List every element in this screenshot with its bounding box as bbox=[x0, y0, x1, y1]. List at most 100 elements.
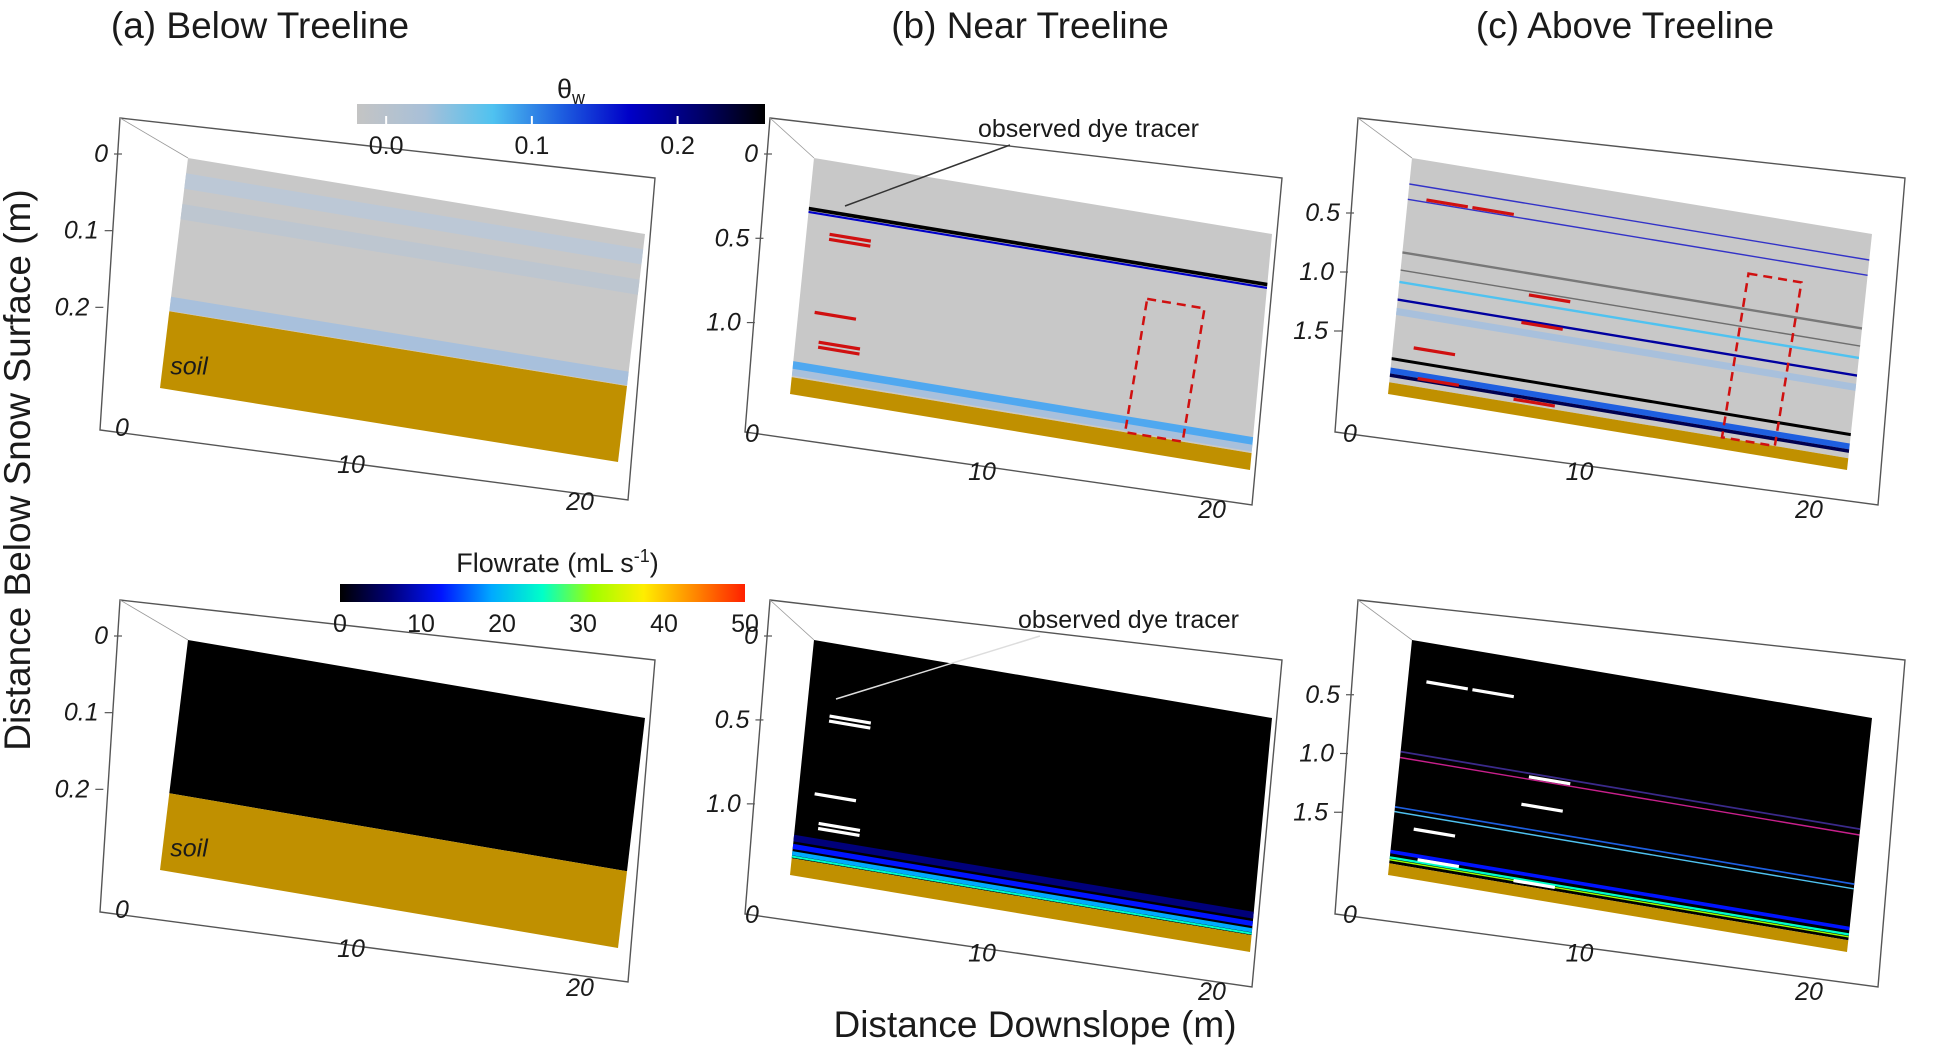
layer-band bbox=[1397, 298, 1858, 377]
layer-band bbox=[793, 834, 1254, 919]
panel-top-a: soil 0 0.1 0.2 0 10 20 bbox=[55, 117, 656, 516]
x-tick-label: 0 bbox=[745, 420, 759, 448]
dye-tracer-annotation-top: observed dye tracer bbox=[978, 115, 1199, 143]
flowrate-colorbar-tick-label: 10 bbox=[407, 610, 435, 638]
dye-tracer-mark bbox=[1426, 198, 1469, 209]
layer-band bbox=[180, 204, 640, 295]
dye-tracer-annotation-bottom: observed dye tracer bbox=[1018, 606, 1239, 634]
dye-tracer-mark bbox=[814, 792, 857, 803]
layer-band bbox=[1389, 856, 1849, 936]
x-tick-label: 10 bbox=[337, 451, 365, 479]
flowrate-colorbar-tick-label: 20 bbox=[488, 610, 516, 638]
dye-tracer-mark bbox=[829, 714, 872, 725]
column-title-a: (a) Below Treeline bbox=[111, 5, 409, 46]
flowrate-colorbar-gradient bbox=[340, 584, 745, 602]
layer-band bbox=[1400, 750, 1861, 830]
layer-band bbox=[1391, 357, 1851, 437]
y-tick-label: 1.0 bbox=[1299, 740, 1334, 768]
flowrate-colorbar-tick-label: 0 bbox=[333, 610, 347, 638]
snowpack-region bbox=[169, 640, 646, 872]
dye-tracer-mark bbox=[1528, 293, 1571, 304]
layer-band bbox=[1399, 756, 1860, 836]
y-tick-label: 0 bbox=[94, 622, 108, 650]
dye-tracer-mark bbox=[828, 719, 871, 730]
y-axis-label: Distance Below Snow Surface (m) bbox=[0, 189, 38, 750]
snowpack-region bbox=[791, 640, 1272, 936]
layer-band bbox=[169, 296, 629, 386]
y-tick-label: 0.1 bbox=[64, 217, 99, 245]
x-tick-label: 10 bbox=[968, 458, 996, 486]
soil-label: soil bbox=[170, 834, 209, 862]
soil-label: soil bbox=[170, 352, 209, 380]
dye-tracer-mark bbox=[1521, 320, 1564, 331]
moisture-colorbar-title: θw bbox=[557, 74, 586, 108]
dye-tracer-mark bbox=[1528, 775, 1571, 786]
moisture-colorbar-tick-label: 0.2 bbox=[660, 132, 695, 160]
panel-bottom-b: 0 0.5 1.0 0 10 20 bbox=[706, 599, 1283, 1006]
moisture-colorbar: 0.0 0.1 0.2 θw bbox=[357, 74, 765, 160]
column-title-c: (c) Above Treeline bbox=[1476, 5, 1774, 46]
x-tick-label: 0 bbox=[115, 896, 129, 924]
y-tick-label: 0.5 bbox=[715, 706, 750, 734]
x-axis-label: Distance Downslope (m) bbox=[833, 1004, 1236, 1045]
x-tick-label: 0 bbox=[1343, 420, 1357, 448]
flowrate-colorbar: 0 10 20 30 40 50 Flowrate (mL s-1) bbox=[333, 546, 759, 638]
dye-tracer-mark bbox=[1472, 206, 1515, 216]
layer-band bbox=[791, 855, 1252, 935]
dye-tracer-mark bbox=[817, 826, 860, 838]
x-tick-label: 20 bbox=[565, 974, 594, 1002]
dye-tracer-mark bbox=[1521, 802, 1564, 813]
soil-region bbox=[790, 377, 1252, 470]
x-tick-label: 20 bbox=[565, 488, 594, 516]
panel-bottom-a: soil 0 0.1 0.2 0 10 20 bbox=[55, 599, 656, 1002]
layer-band bbox=[1409, 183, 1870, 261]
dye-tracer-mark bbox=[1472, 688, 1515, 699]
soil-region bbox=[1388, 382, 1849, 470]
soil-region bbox=[160, 311, 627, 462]
x-tick-label: 20 bbox=[1794, 496, 1823, 524]
y-tick-label: 0.1 bbox=[64, 699, 99, 727]
y-tick-label: 0.2 bbox=[55, 293, 90, 321]
soil-region bbox=[790, 858, 1252, 952]
layer-band bbox=[1402, 251, 1863, 330]
flowrate-colorbar-tick-label: 30 bbox=[569, 610, 597, 638]
dye-tracer-mark bbox=[1413, 346, 1456, 357]
dye-tracer-mark bbox=[818, 821, 861, 832]
y-tick-label: 0 bbox=[744, 622, 758, 650]
y-tick-label: 0 bbox=[94, 140, 108, 168]
layer-band bbox=[808, 210, 1268, 289]
layer-band bbox=[1390, 849, 1850, 931]
x-tick-label: 20 bbox=[1794, 978, 1823, 1006]
x-tick-label: 0 bbox=[1343, 901, 1357, 929]
layer-band bbox=[1399, 280, 1859, 360]
dye-tracer-leader-bottom bbox=[835, 635, 1041, 700]
y-tick-label: 1.5 bbox=[1293, 317, 1328, 345]
dye-tracer-mark bbox=[1426, 680, 1469, 691]
layer-band bbox=[808, 206, 1268, 287]
x-tick-label: 10 bbox=[968, 940, 996, 968]
y-tick-label: 1.0 bbox=[706, 309, 741, 337]
y-tick-label: 0.5 bbox=[715, 224, 750, 252]
panel-bottom-c: 0.5 1.0 1.5 0 10 20 bbox=[1293, 599, 1906, 1006]
x-tick-label: 0 bbox=[115, 414, 129, 442]
layer-band bbox=[791, 368, 1253, 452]
y-tick-label: 1.0 bbox=[1299, 258, 1334, 286]
sample-box bbox=[1123, 297, 1206, 444]
layer-band bbox=[184, 173, 644, 265]
layer-band bbox=[1400, 269, 1861, 347]
flowrate-colorbar-tick-label: 40 bbox=[650, 610, 678, 638]
sample-box bbox=[1720, 272, 1803, 448]
x-tick-label: 20 bbox=[1197, 978, 1226, 1006]
dye-tracer-leader-top bbox=[844, 144, 1011, 207]
layer-band bbox=[1390, 367, 1850, 450]
layer-band bbox=[1389, 859, 1849, 938]
y-tick-label: 0.5 bbox=[1305, 199, 1340, 227]
layer-band bbox=[792, 361, 1254, 446]
layer-band bbox=[792, 843, 1253, 927]
layer-band bbox=[792, 851, 1253, 933]
layer-band bbox=[1396, 307, 1857, 391]
soil-region bbox=[160, 793, 627, 948]
layer-band bbox=[1394, 806, 1855, 885]
y-tick-label: 1.5 bbox=[1293, 798, 1328, 826]
